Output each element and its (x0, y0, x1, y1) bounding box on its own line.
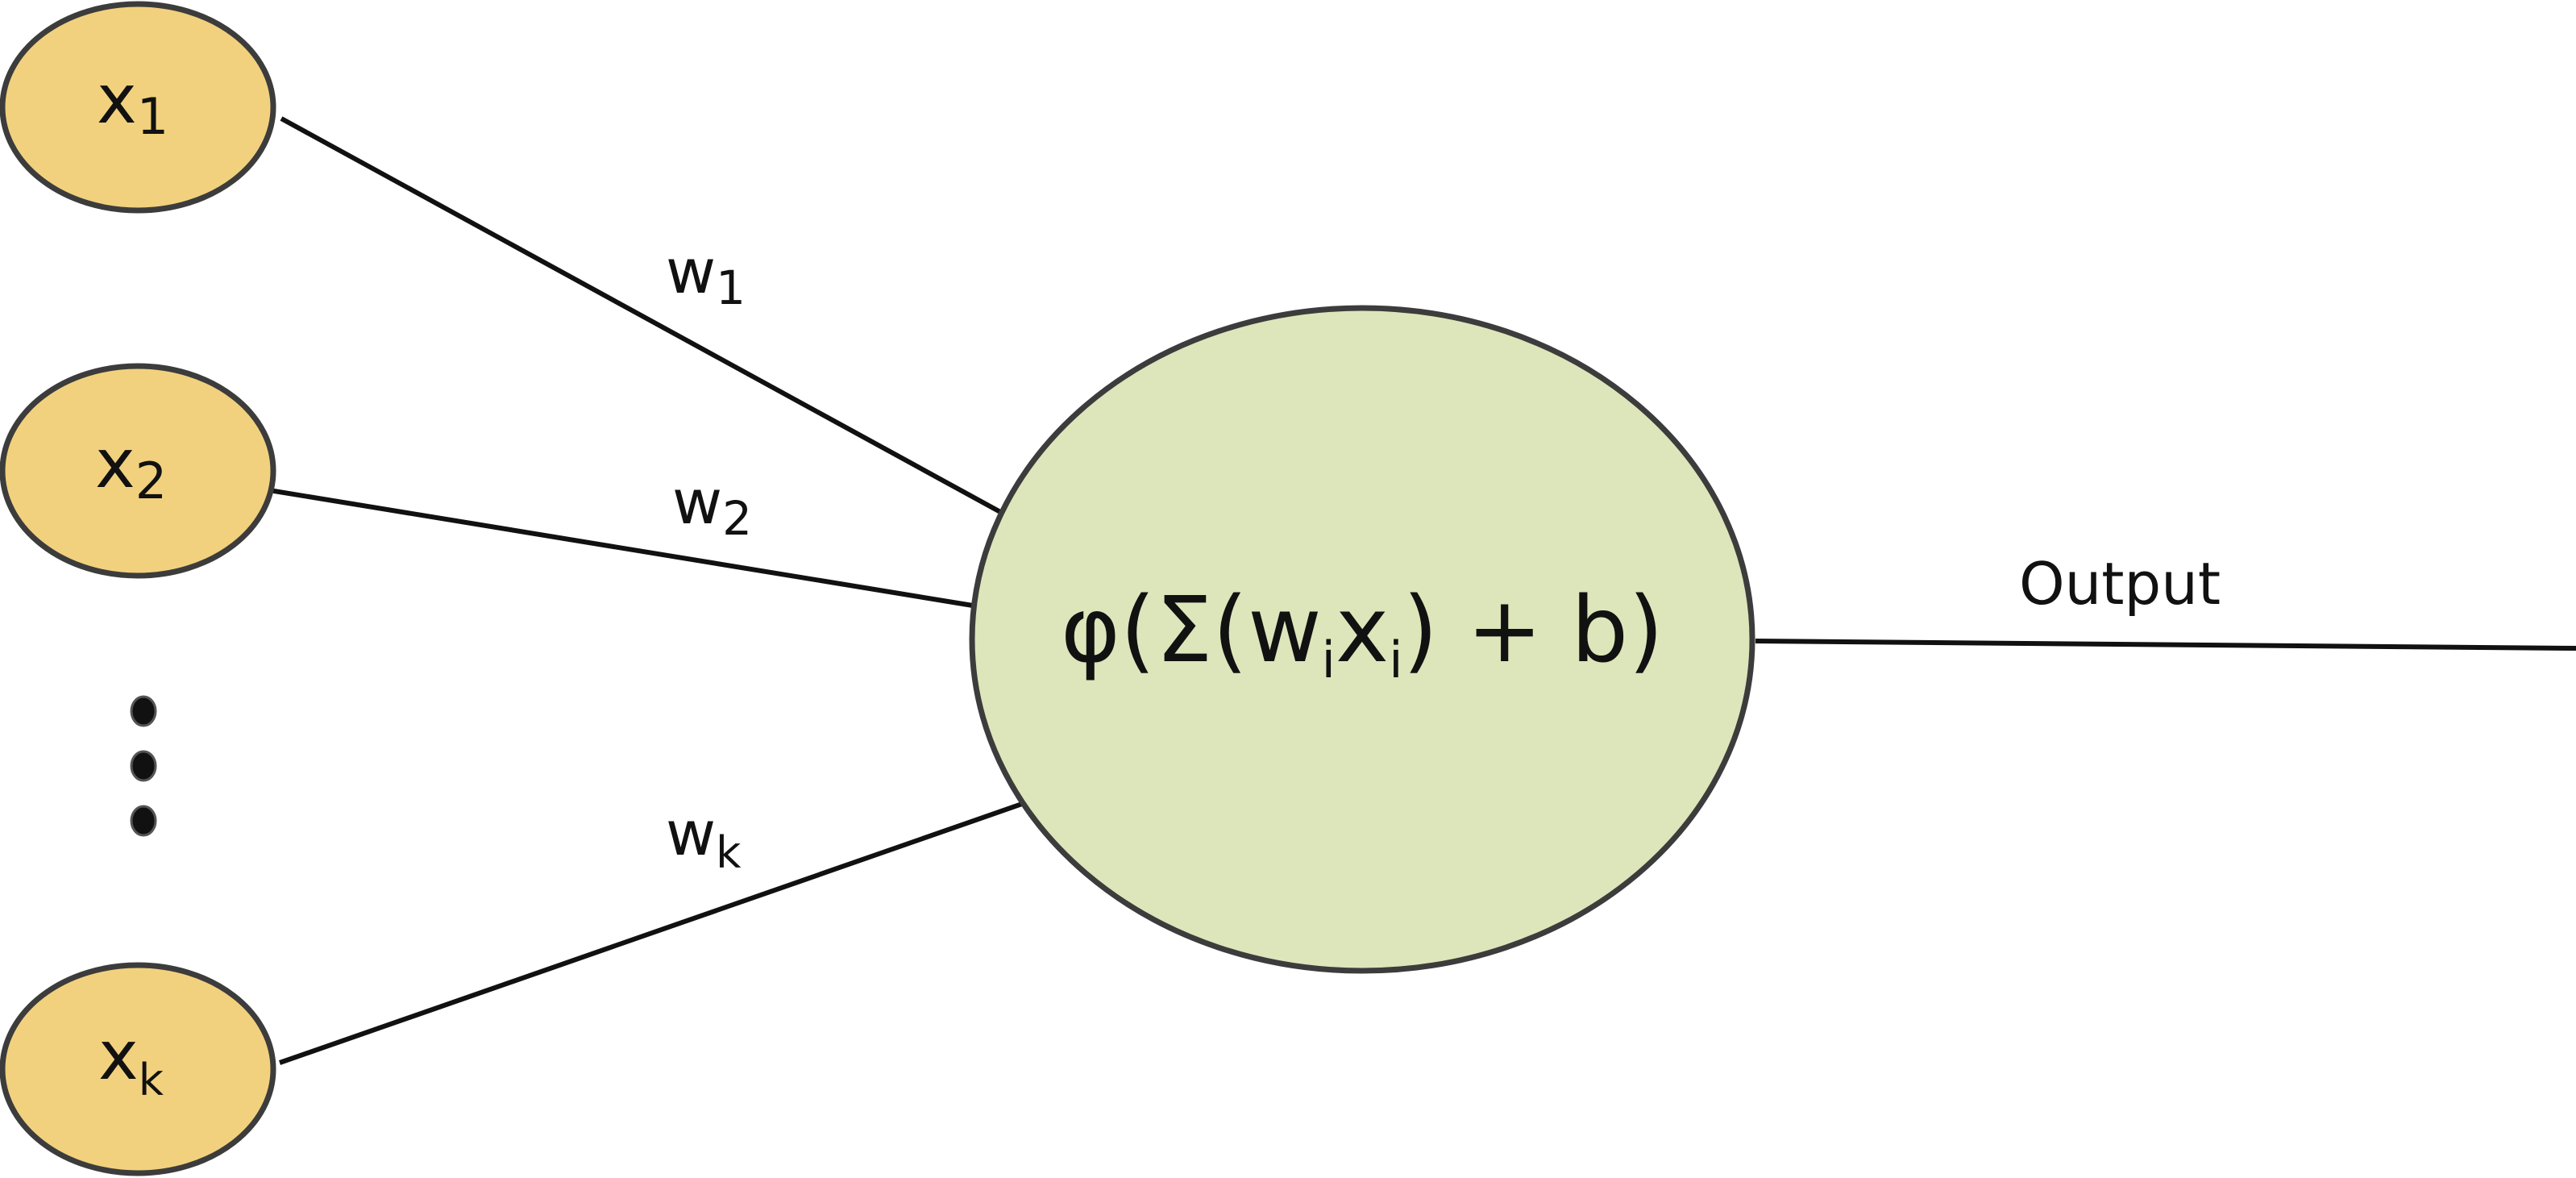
input-label-x2: x2 (95, 424, 167, 510)
output-label: Output (2019, 550, 2221, 618)
edge-x1-neuron (280, 116, 1003, 515)
output-line (1755, 639, 2576, 651)
activation-formula: φ(Σ(wixi) + b) (1061, 578, 1664, 689)
ellipsis-dot (130, 805, 157, 837)
edge-xk-neuron (279, 801, 1025, 1065)
weight-label-wk: wk (666, 797, 742, 878)
input-label-xk: xk (98, 1016, 164, 1105)
input-node-xk (0, 962, 276, 1176)
input-node-x2 (0, 363, 276, 579)
neuron-node (969, 305, 1755, 974)
ellipsis-dot (130, 695, 157, 727)
weight-label-w1: w1 (666, 235, 746, 315)
ellipsis-dot (130, 750, 157, 782)
edge-x2-neuron (268, 488, 978, 609)
input-label-x1: x1 (97, 60, 168, 146)
ellipsis-dots (130, 695, 157, 837)
weight-label-w2: w2 (672, 466, 752, 546)
input-node-x1 (0, 1, 276, 214)
